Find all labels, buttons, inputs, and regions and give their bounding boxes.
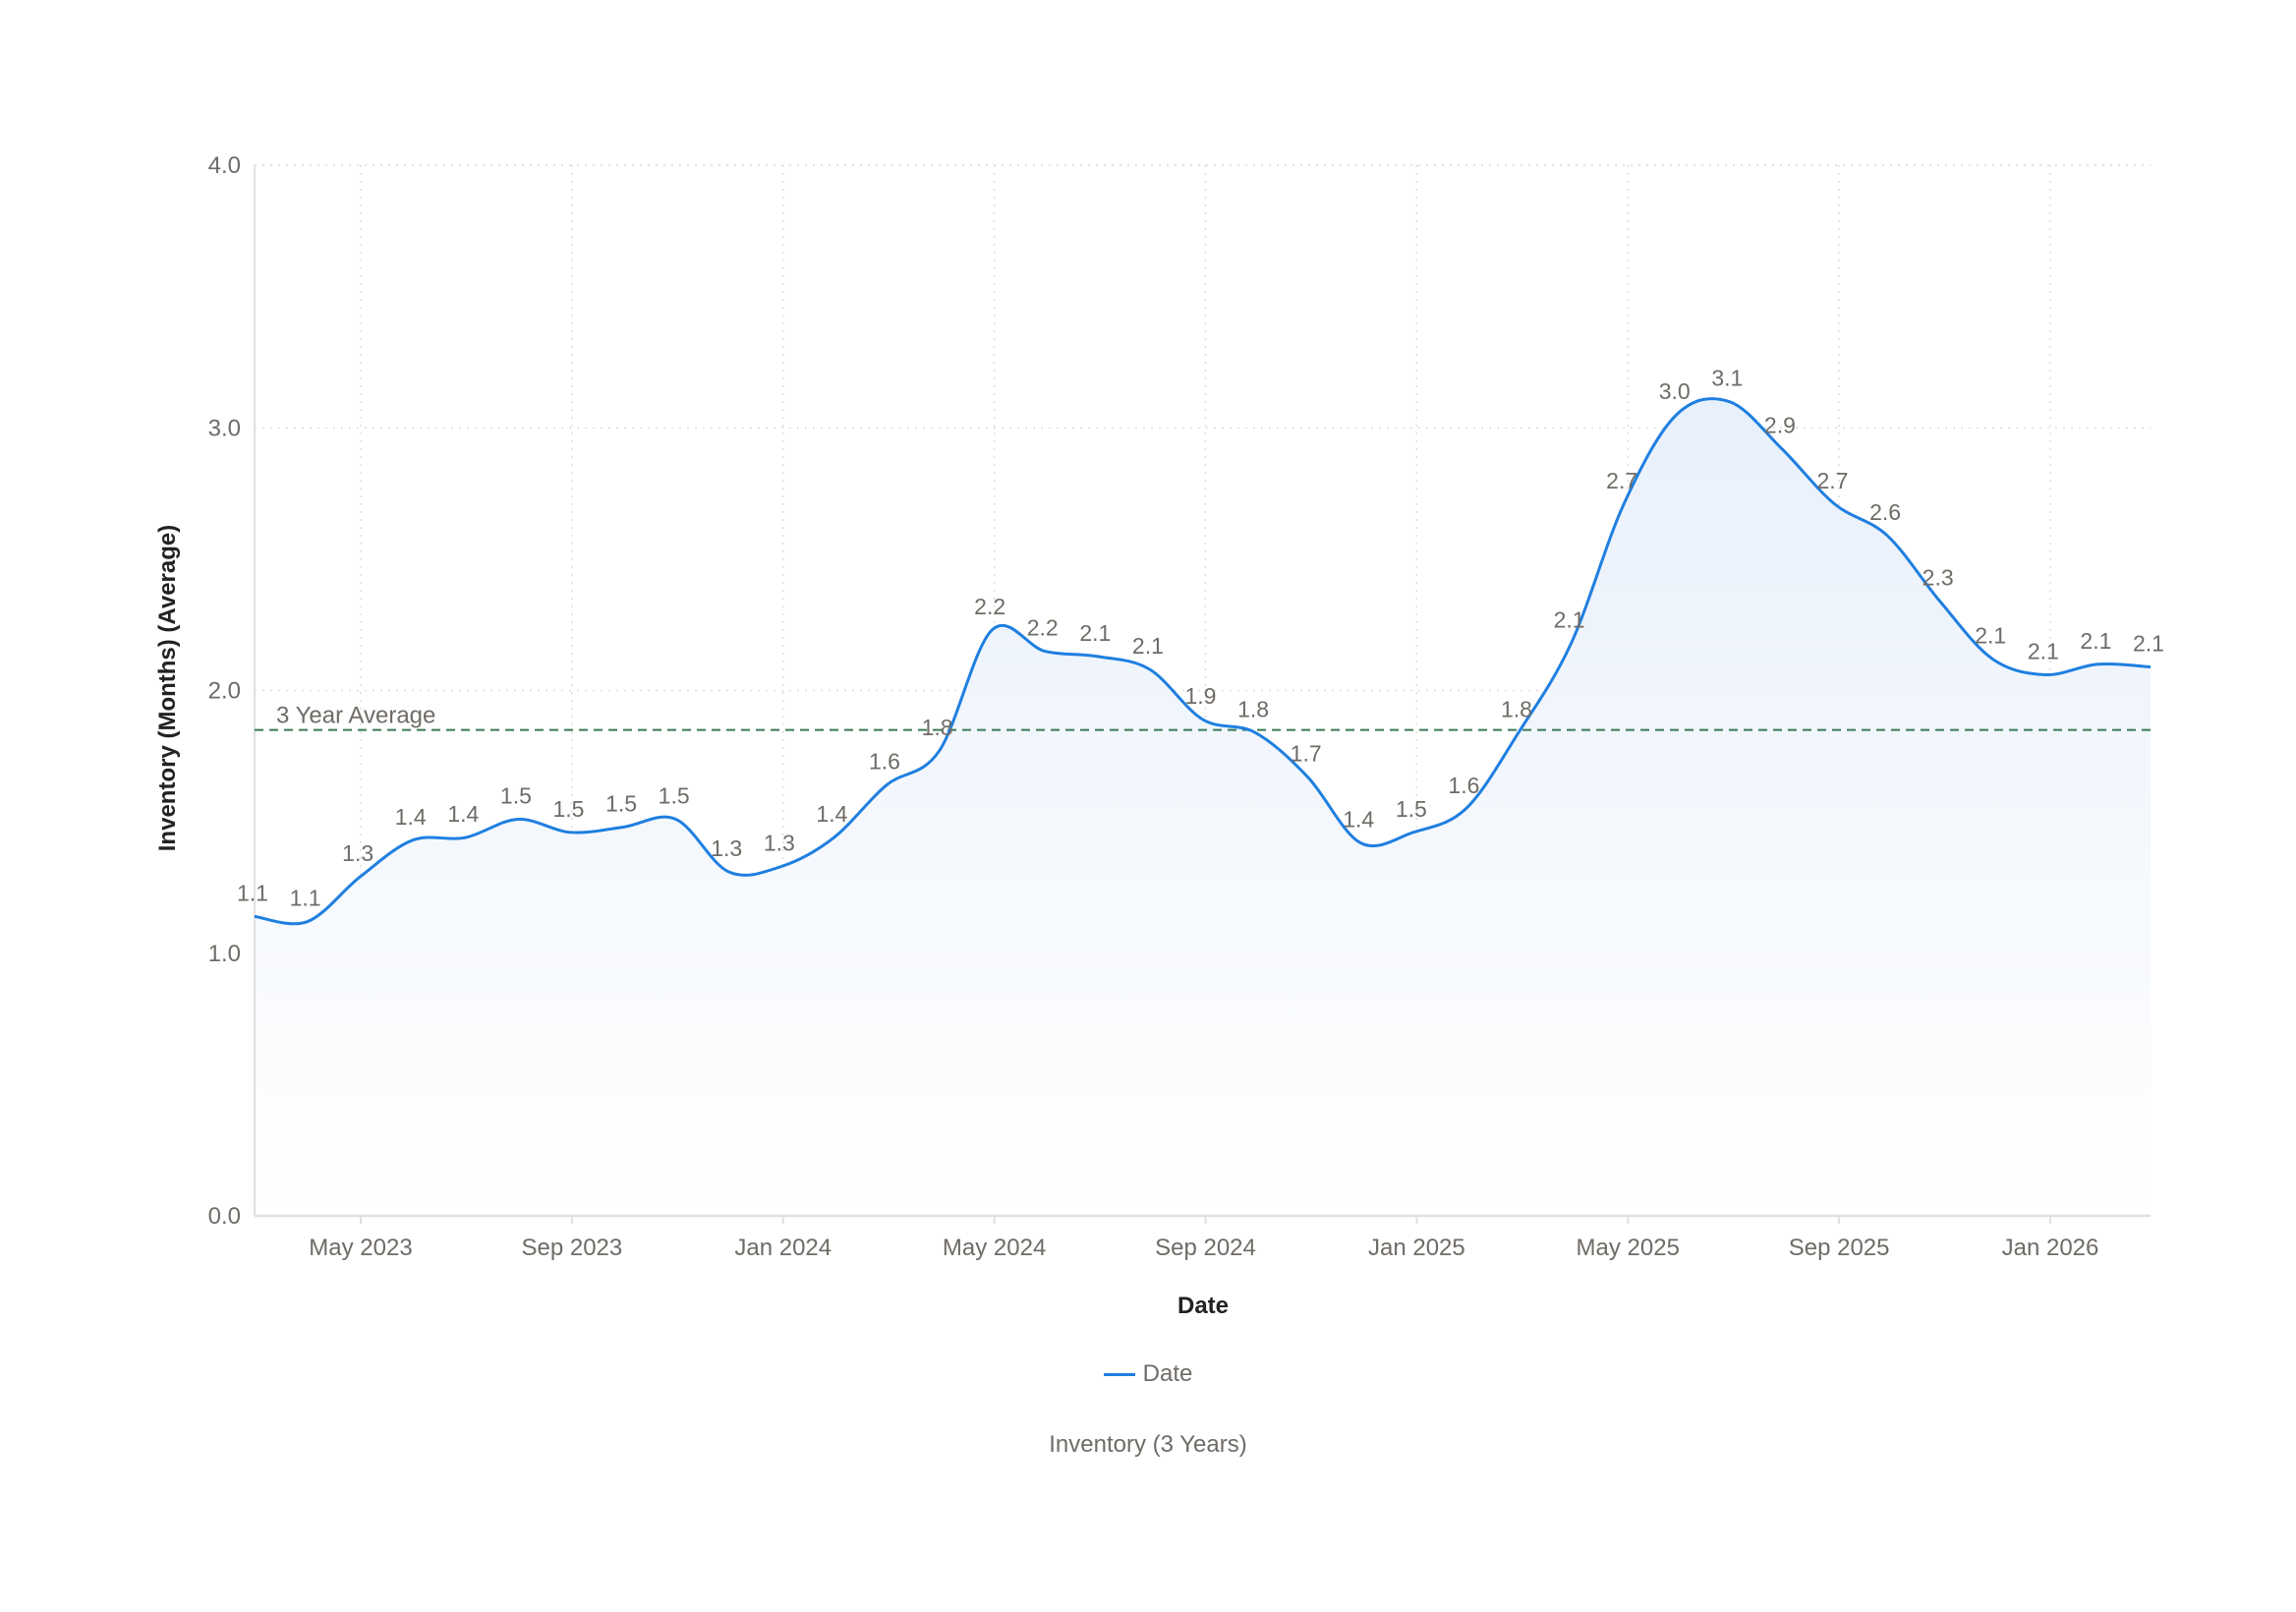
data-label: 1.1 (237, 880, 268, 905)
data-label: 2.6 (1869, 499, 1901, 525)
data-label: 2.7 (1606, 468, 1637, 493)
x-axis-title: Date (1177, 1293, 1229, 1319)
y-axis-ticks: 0.0 1.0 2.0 3.0 4.0 (208, 152, 241, 1230)
data-label: 1.6 (869, 749, 900, 775)
data-label: 1.3 (764, 831, 795, 856)
data-label: 1.8 (1501, 696, 1532, 721)
x-tick-label: Sep 2025 (1789, 1235, 1890, 1261)
y-tick-label: 4.0 (208, 152, 241, 179)
data-labels: 1.1 1.1 1.3 1.4 1.4 1.5 1.5 1.5 1.5 1.3 1.3 1.4 1.6 1… (237, 366, 2164, 911)
x-tick-label: Sep 2023 (521, 1235, 622, 1261)
data-label: 1.4 (395, 804, 427, 830)
legend[interactable]: Date (0, 1360, 2296, 1388)
data-label: 2.1 (2080, 628, 2111, 654)
data-label: 2.1 (2133, 630, 2164, 656)
x-tick-label: Jan 2025 (1368, 1235, 1465, 1261)
data-label: 2.2 (1027, 614, 1059, 640)
data-label: 1.3 (342, 840, 373, 866)
data-label: 1.3 (711, 835, 742, 861)
area-fill (255, 398, 2151, 1216)
data-label: 1.9 (1185, 683, 1217, 709)
chart-title: Inventory (3 Years) (1049, 1431, 1247, 1458)
data-label: 2.3 (1923, 565, 1954, 591)
axes (254, 165, 2151, 1218)
y-tick-label: 2.0 (208, 678, 241, 705)
x-tick-label: Jan 2024 (734, 1235, 832, 1261)
series-line (254, 397, 2152, 926)
data-label: 2.1 (1975, 622, 2006, 648)
x-tick-label: May 2023 (309, 1235, 412, 1261)
x-tick-label: Sep 2024 (1155, 1235, 1256, 1261)
data-label: 3.1 (1711, 366, 1743, 391)
data-label: 1.5 (605, 790, 637, 816)
data-label: 1.4 (1343, 807, 1374, 833)
x-tick-label: May 2025 (1577, 1235, 1680, 1261)
data-label: 2.1 (2028, 638, 2059, 663)
data-label: 1.5 (1396, 796, 1427, 822)
x-tick-label: Jan 2026 (2002, 1235, 2099, 1261)
x-tick-label: May 2024 (943, 1235, 1046, 1261)
data-label: 1.5 (500, 782, 532, 808)
data-label: 2.1 (1554, 606, 1585, 632)
data-label: 3.0 (1659, 378, 1691, 404)
data-label: 2.1 (1079, 620, 1111, 646)
data-label: 1.5 (553, 796, 585, 822)
data-label: 1.6 (1448, 773, 1479, 798)
y-axis-title: Inventory (Months) (Average) (154, 525, 181, 851)
y-tick-label: 3.0 (208, 415, 241, 441)
data-label: 1.5 (659, 782, 690, 808)
x-axis-ticks: May 2023 Sep 2023 Jan 2024 May 2024 Sep 2024… (309, 1216, 2098, 1261)
data-label: 2.1 (1132, 633, 1164, 659)
average-label: 3 Year Average (276, 703, 435, 729)
legend-label: Date (1142, 1360, 1193, 1387)
data-label: 1.1 (290, 886, 321, 911)
data-label: 1.7 (1291, 741, 1322, 767)
data-label: 1.8 (922, 715, 953, 740)
y-tick-label: 0.0 (208, 1203, 241, 1230)
data-label: 1.4 (447, 801, 479, 827)
y-tick-label: 1.0 (208, 941, 241, 967)
data-label: 1.4 (816, 801, 847, 827)
legend-line-icon (1103, 1373, 1135, 1377)
data-label: 1.8 (1237, 696, 1269, 721)
data-label: 2.9 (1764, 413, 1796, 438)
data-label: 2.2 (974, 594, 1005, 619)
data-label: 2.7 (1817, 468, 1849, 493)
